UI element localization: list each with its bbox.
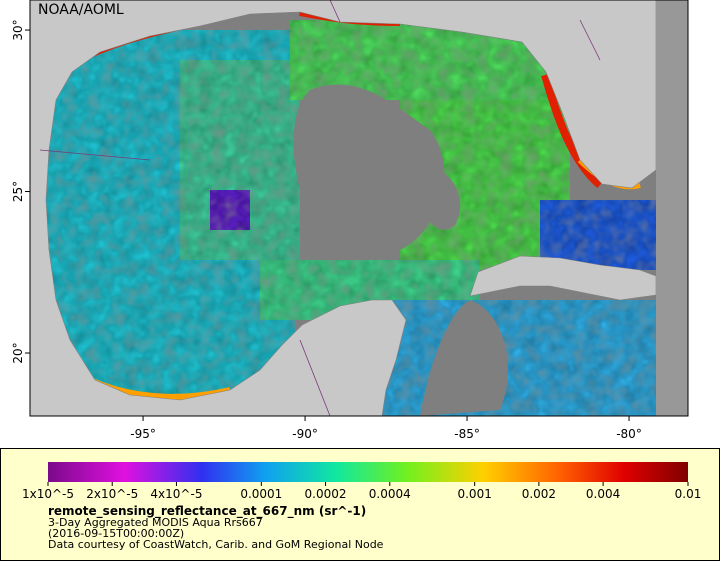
- y-tick-label: 30°: [11, 19, 25, 40]
- no-data: [419, 168, 509, 416]
- x-tick-label: -80°: [616, 427, 642, 441]
- caption-line: 3-Day Aggregated MODIS Aqua Rrs667: [48, 516, 263, 529]
- colorbar-tick-label: 4x10^-5: [150, 487, 202, 501]
- colorbar-tick-label: 1x10^-5: [22, 487, 74, 501]
- land: [469, 255, 657, 301]
- y-tick-label: 25°: [11, 181, 25, 202]
- colorbar-tick-label: 0.01: [675, 487, 702, 501]
- land: [656, 0, 688, 416]
- x-tick-label: -90°: [292, 427, 318, 441]
- caption-line: Data courtesy of CoastWatch, Carib. and …: [48, 538, 384, 551]
- colorbar-tick-label: 0.0002: [305, 487, 347, 501]
- x-tick-label: -85°: [454, 427, 480, 441]
- colorbar-tick-label: 2x10^-5: [86, 487, 138, 501]
- map-plot: NOAA/AOML: [30, 0, 688, 416]
- no-data: [293, 84, 445, 256]
- colorbar-tick-label: 0.002: [522, 487, 556, 501]
- no-data: [656, 0, 688, 416]
- map-title: NOAA/AOML: [38, 2, 124, 18]
- border: [39, 0, 601, 416]
- colorbar-tick-label: 0.004: [586, 487, 620, 501]
- land: [30, 0, 657, 416]
- colorbar-tick-label: 0.001: [457, 487, 491, 501]
- caption-line: (2016-09-15T00:00:00Z): [48, 527, 184, 540]
- plot-frame: [29, 0, 689, 417]
- x-tick-label: -95°: [130, 427, 156, 441]
- colorbar: [48, 462, 688, 482]
- colorbar-tick-label: 0.0001: [240, 487, 282, 501]
- y-tick-label: 20°: [11, 342, 25, 363]
- colorbar-tick-label: 0.0004: [369, 487, 411, 501]
- variable-name: remote_sensing_reflectance_at_667_nm (sr…: [48, 504, 366, 519]
